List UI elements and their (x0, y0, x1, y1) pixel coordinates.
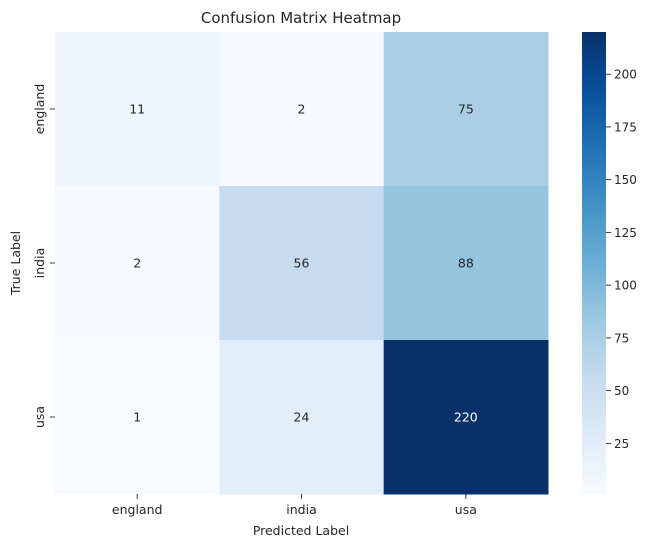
x-tick-label: india (286, 502, 316, 517)
colorbar (582, 32, 606, 494)
heatmap-cells (55, 32, 549, 495)
colorbar-tick-label: 50 (614, 384, 629, 398)
cell-value-label: 2 (133, 256, 141, 271)
heatmap-cell (383, 186, 549, 341)
heatmap-cell (55, 340, 220, 495)
x-tick-label: england (112, 502, 163, 517)
cell-value-label: 24 (294, 410, 310, 425)
y-tick-label: india (32, 248, 47, 278)
cell-value-label: 220 (454, 410, 478, 425)
cell-value-label: 11 (129, 102, 145, 117)
heatmap-cell (219, 32, 385, 187)
colorbar-axis: 25 50 75 100 125 150 175 200 (606, 68, 637, 451)
cell-value-label: 56 (294, 256, 310, 271)
y-tick-label: usa (32, 406, 47, 428)
heatmap-cell (55, 186, 220, 341)
chart-title: Confusion Matrix Heatmap (201, 9, 401, 27)
y-axis: england india usa (32, 84, 55, 428)
heatmap-cell-labels: 11 2 75 2 56 88 1 24 220 (129, 102, 478, 425)
colorbar-tick-label: 75 (614, 331, 629, 345)
heatmap-cell (383, 32, 549, 187)
cell-value-label: 1 (133, 410, 141, 425)
colorbar-tick-label: 25 (614, 437, 629, 451)
cell-value-label: 75 (458, 102, 474, 117)
colorbar-tick-label: 100 (614, 279, 637, 293)
cell-value-label: 88 (458, 256, 474, 271)
cell-value-label: 2 (298, 102, 306, 117)
y-tick-label: england (32, 84, 47, 135)
colorbar-tick-label: 175 (614, 120, 637, 134)
colorbar-tick-label: 200 (614, 68, 637, 82)
x-tick-label: usa (455, 502, 477, 517)
heatmap-cell (219, 340, 385, 495)
y-axis-label: True Label (8, 231, 23, 296)
x-axis: england india usa (112, 494, 477, 517)
heatmap-cell (55, 32, 220, 187)
heatmap-cell (383, 340, 549, 495)
x-axis-label: Predicted Label (253, 523, 349, 538)
heatmap-cell (219, 186, 385, 341)
colorbar-tick-label: 125 (614, 226, 637, 240)
colorbar-tick-label: 150 (614, 173, 637, 187)
